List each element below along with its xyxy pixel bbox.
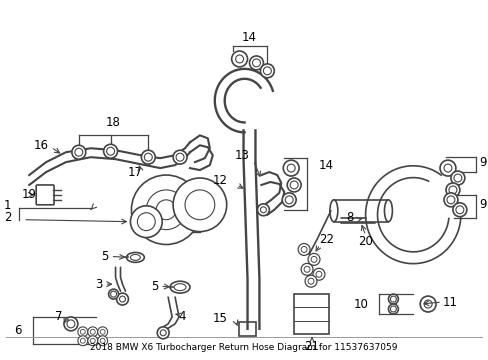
Circle shape [131, 175, 201, 244]
Circle shape [72, 145, 85, 159]
Circle shape [419, 296, 435, 312]
Circle shape [387, 294, 398, 304]
Circle shape [98, 336, 107, 346]
Circle shape [387, 304, 398, 314]
Text: 18: 18 [106, 116, 121, 129]
Circle shape [78, 336, 87, 346]
Text: 22: 22 [318, 233, 333, 246]
Text: 17: 17 [128, 166, 142, 179]
Ellipse shape [126, 252, 144, 262]
Bar [333, 200, 387, 222]
Text: 14: 14 [242, 31, 257, 44]
Text: 6: 6 [14, 324, 21, 337]
Circle shape [305, 275, 316, 287]
Text: 21: 21 [304, 340, 319, 353]
Circle shape [173, 150, 186, 164]
Circle shape [282, 193, 296, 207]
Circle shape [141, 150, 155, 164]
Text: 10: 10 [353, 297, 368, 311]
Text: 19: 19 [21, 188, 36, 201]
Text: 4: 4 [178, 310, 185, 323]
Text: 5: 5 [101, 250, 108, 263]
Circle shape [286, 178, 301, 192]
Ellipse shape [384, 200, 391, 222]
Circle shape [301, 264, 312, 275]
Circle shape [283, 160, 299, 176]
Ellipse shape [170, 281, 190, 293]
Circle shape [257, 204, 269, 216]
Text: 3: 3 [95, 278, 102, 291]
Circle shape [439, 160, 455, 176]
Circle shape [87, 336, 98, 346]
Circle shape [130, 206, 162, 238]
Circle shape [260, 64, 274, 78]
Circle shape [103, 144, 117, 158]
Circle shape [452, 203, 466, 217]
Circle shape [64, 317, 78, 331]
Text: 16: 16 [34, 139, 48, 152]
Text: 5: 5 [150, 280, 158, 293]
Circle shape [116, 293, 128, 305]
Ellipse shape [329, 200, 337, 222]
Circle shape [450, 171, 464, 185]
Circle shape [307, 253, 319, 265]
Text: 15: 15 [212, 312, 227, 325]
Circle shape [87, 327, 98, 337]
Text: 12: 12 [212, 174, 227, 186]
Circle shape [298, 243, 309, 255]
Circle shape [443, 193, 457, 207]
Circle shape [108, 289, 118, 299]
Bar [294, 294, 328, 334]
FancyBboxPatch shape [238, 322, 256, 336]
Circle shape [157, 327, 169, 339]
Circle shape [78, 327, 87, 337]
Circle shape [98, 327, 107, 337]
Circle shape [231, 51, 247, 67]
Text: 2: 2 [4, 211, 11, 224]
Circle shape [445, 183, 459, 197]
Circle shape [312, 268, 324, 280]
Text: 9: 9 [479, 198, 486, 211]
Text: 7: 7 [55, 310, 63, 323]
Text: 11: 11 [442, 296, 457, 309]
Circle shape [249, 56, 263, 70]
Text: 14: 14 [318, 159, 333, 172]
Text: 2018 BMW X6 Turbocharger Return Hose Diagram for 11537637059: 2018 BMW X6 Turbocharger Return Hose Dia… [90, 343, 397, 352]
Text: 13: 13 [234, 149, 249, 162]
Text: 8: 8 [346, 211, 353, 224]
Text: 9: 9 [479, 156, 486, 168]
Text: 1: 1 [4, 199, 11, 212]
Circle shape [173, 178, 226, 231]
FancyBboxPatch shape [36, 185, 54, 205]
Text: 20: 20 [357, 235, 372, 248]
